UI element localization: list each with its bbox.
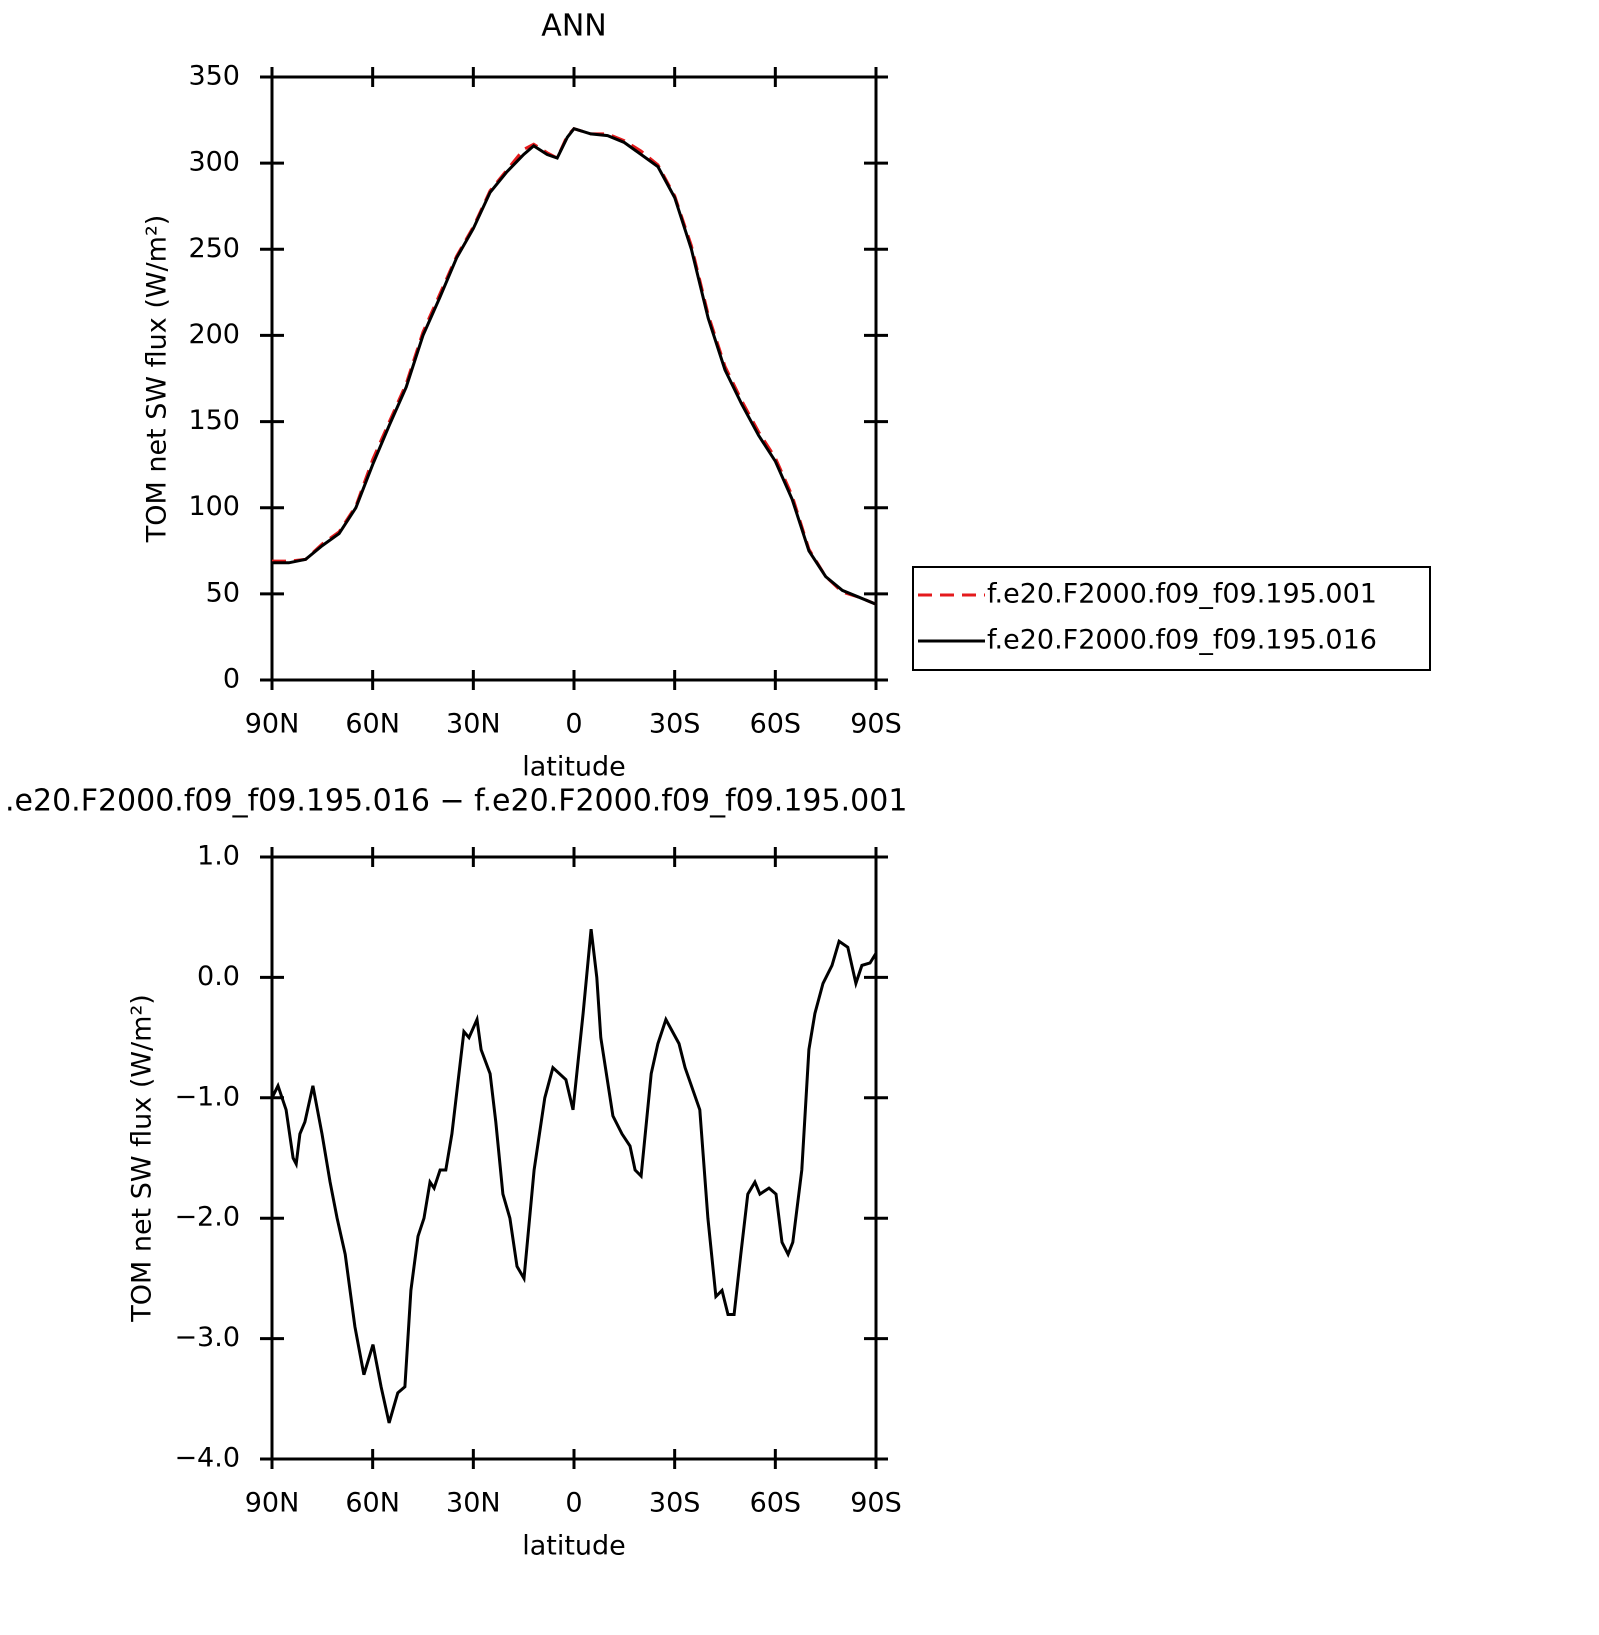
data-line: [272, 126, 877, 606]
x-tick-label: 30N: [446, 1488, 501, 1519]
x-tick-label: 90N: [245, 1488, 300, 1519]
x-tick-label: 60S: [750, 1488, 802, 1519]
y-tick-label: −2.0: [174, 1202, 240, 1233]
x-tick-label: 60S: [750, 709, 802, 740]
chart-title: ANN: [541, 9, 606, 44]
data-line: [272, 126, 877, 606]
x-tick-label: 90S: [850, 709, 902, 740]
x-tick-label: 30S: [649, 1488, 701, 1519]
y-axis-label: TOM net SW flux (W/m²): [127, 994, 158, 1323]
y-tick-label: 50: [206, 577, 240, 608]
y-tick-label: 0: [223, 664, 240, 695]
x-tick-label: 0: [565, 709, 582, 740]
y-tick-label: 200: [188, 319, 240, 350]
plot-frame: [270, 75, 878, 682]
x-tick-label: 90N: [245, 709, 300, 740]
data-line: [270, 929, 878, 1424]
x-axis-label: latitude: [522, 1531, 626, 1562]
y-tick-label: 350: [188, 61, 240, 92]
y-tick-label: −1.0: [174, 1081, 240, 1112]
x-tick-label: 90S: [850, 1488, 902, 1519]
x-tick-label: 60N: [345, 709, 400, 740]
chart-title: .e20.F2000.f09_f09.195.016 − f.e20.F2000…: [5, 784, 907, 819]
y-tick-label: 250: [188, 233, 240, 264]
y-tick-label: −4.0: [174, 1443, 240, 1474]
x-tick-label: 30N: [446, 709, 501, 740]
y-tick-label: 300: [188, 147, 240, 178]
y-tick-label: 0.0: [197, 961, 240, 992]
x-axis-label: latitude: [522, 752, 626, 783]
legend-label: f.e20.F2000.f09_f09.195.001: [987, 579, 1377, 610]
y-tick-label: 1.0: [197, 841, 240, 872]
x-tick-label: 60N: [345, 1488, 400, 1519]
legend-box: [912, 566, 1431, 671]
y-tick-label: −3.0: [174, 1322, 240, 1353]
y-tick-label: 100: [188, 491, 240, 522]
legend-label: f.e20.F2000.f09_f09.195.016: [987, 625, 1377, 656]
x-tick-label: 0: [565, 1488, 582, 1519]
y-tick-label: 150: [188, 405, 240, 436]
x-tick-label: 30S: [649, 709, 701, 740]
y-axis-label: TOM net SW flux (W/m²): [142, 215, 173, 544]
